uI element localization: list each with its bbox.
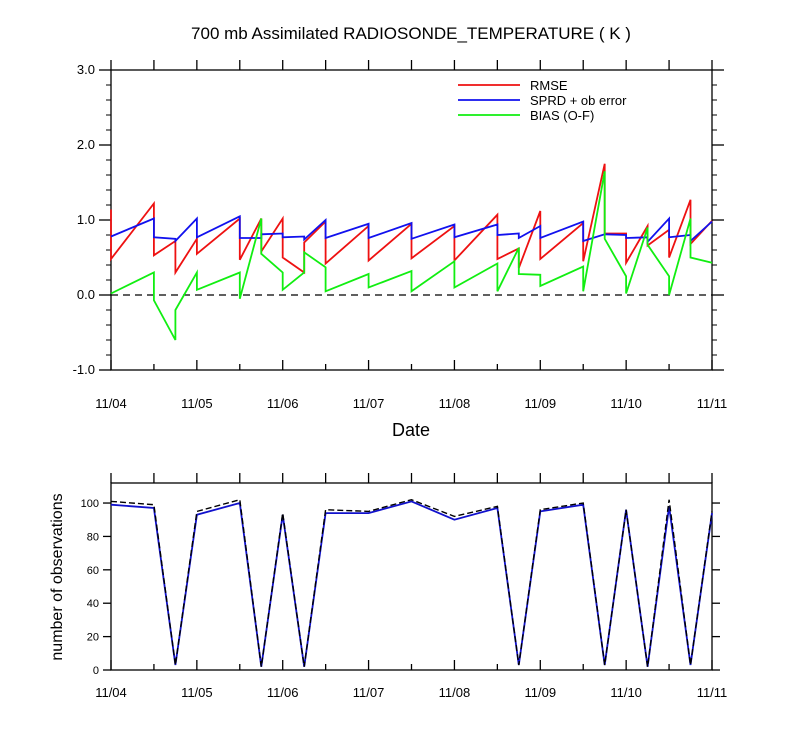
top-y-tick-label: 1.0 (77, 212, 95, 227)
bottom-y-tick-label: 100 (81, 498, 99, 510)
top-x-tick-label: 11/04 (95, 396, 127, 411)
top-series-bias-o-f (110, 171, 713, 341)
top-y-tick-label: 0.0 (77, 287, 95, 302)
top-x-tick-label: 11/05 (181, 396, 213, 411)
legend-label: BIAS (O-F) (530, 108, 594, 123)
top-plot-frame (110, 69, 713, 371)
bottom-x-tick-label: 11/04 (95, 685, 127, 700)
top-chart-panel: 11/04 11/05 11/06 11/07 11/08 11/09 11/10 11/11… (73, 60, 728, 411)
bottom-y-tick-label: 60 (87, 565, 99, 577)
bottom-y-tick-label: 80 (87, 531, 99, 543)
x-axis-label: Date (392, 420, 430, 440)
bottom-series-observations-solid (110, 500, 713, 667)
bottom-y-tick-label: 40 (87, 598, 99, 610)
legend-label: RMSE (530, 78, 568, 93)
top-x-tick-label: 11/10 (610, 396, 642, 411)
bottom-x-tick-label: 11/11 (697, 685, 728, 700)
top-y-tick-label: -1.0 (73, 362, 95, 377)
bottom-chart-panel: 11/04 11/05 11/06 11/07 11/08 11/09 11/10 11/11… (81, 473, 728, 700)
bottom-x-tick-label: 11/06 (267, 685, 299, 700)
top-x-tick-label: 11/06 (267, 396, 299, 411)
top-x-tick-label: 11/08 (439, 396, 471, 411)
bottom-x-tick-label: 11/09 (524, 685, 556, 700)
top-x-tick-label: 11/09 (524, 396, 556, 411)
bottom-x-tick-label: 11/07 (353, 685, 385, 700)
top-x-tick-label: 11/07 (353, 396, 385, 411)
y-axis-label-observations: number of observations (49, 493, 66, 660)
bottom-x-tick-label: 11/08 (439, 685, 471, 700)
bottom-plot-frame (110, 482, 713, 671)
chart-title: 700 mb Assimilated RADIOSONDE_TEMPERATUR… (191, 24, 631, 43)
bottom-x-tick-label: 11/05 (181, 685, 213, 700)
bottom-y-tick-label: 0 (93, 665, 99, 677)
top-x-tick-label: 11/11 (697, 396, 728, 411)
top-series-sprd-ob-error (110, 214, 713, 245)
legend-label: SPRD + ob error (530, 93, 627, 108)
bottom-series-observations-dashed (110, 498, 713, 667)
top-y-tick-label: 2.0 (77, 137, 95, 152)
top-series-rmse (110, 163, 713, 276)
top-y-tick-label: 3.0 (77, 62, 95, 77)
bottom-y-tick-label: 20 (87, 632, 99, 644)
bottom-x-tick-label: 11/10 (610, 685, 642, 700)
